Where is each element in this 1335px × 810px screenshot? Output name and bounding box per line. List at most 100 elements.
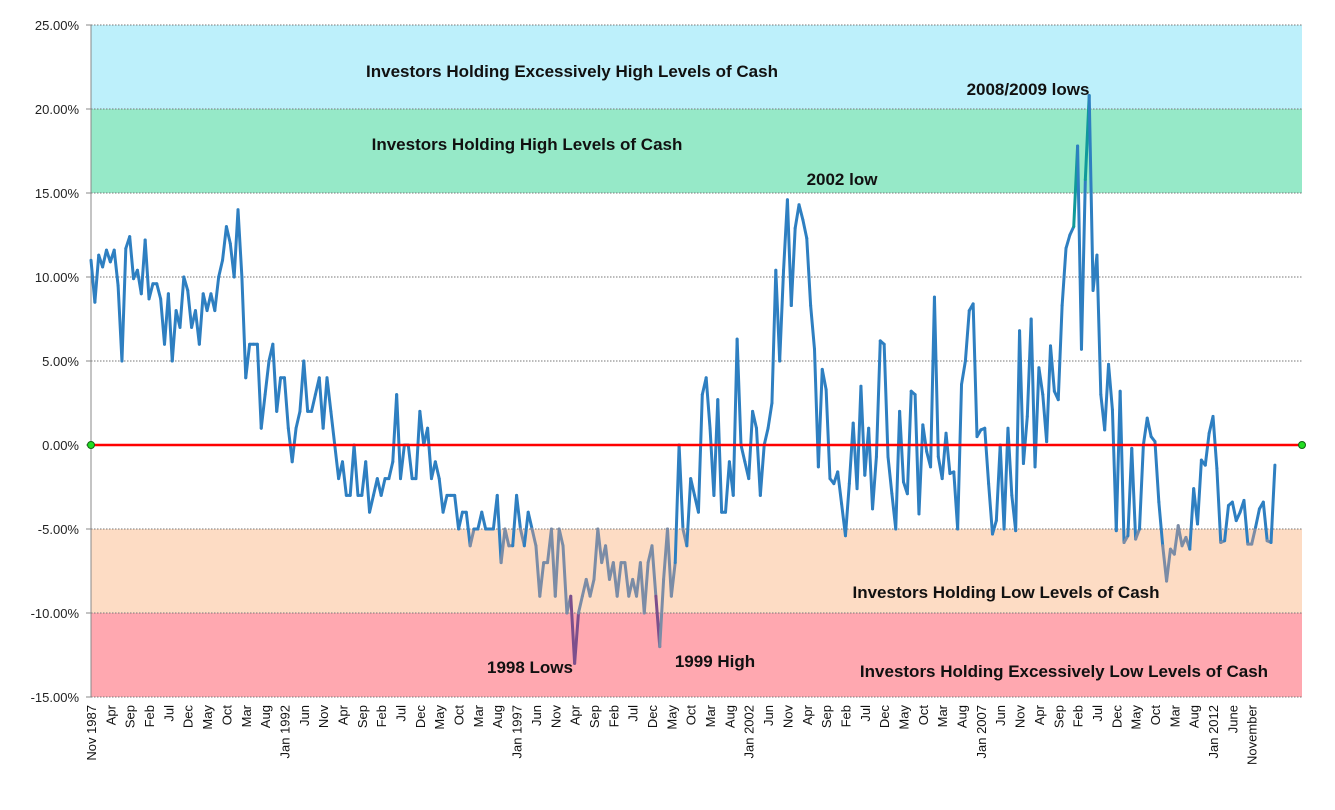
annotation-label: 1998 Lows [487,658,573,677]
x-tick-label: Jun [297,705,312,726]
series-segment [805,236,813,308]
band-3 [91,613,1302,697]
x-tick-label: Feb [606,705,621,727]
x-tick-label: Sep [819,705,834,728]
band-label-1: Investors Holding High Levels of Cash [372,135,683,154]
x-tick-label: Feb [374,705,389,727]
series-segment [1079,178,1087,351]
series-segment [588,577,596,598]
series-segment [894,409,902,531]
series-segment [739,443,747,464]
x-tick-label: Jun [761,705,776,726]
series-segment [623,561,631,598]
series-segment [724,460,731,514]
series-segment [960,359,967,387]
cash-level-bands [91,25,1302,697]
series-segment [859,384,867,477]
band-labels: Investors Holding Excessively High Level… [366,62,1268,681]
series-segment [971,302,979,439]
series-segment [1203,431,1211,467]
x-tick-label: Jan 2012 [1206,705,1221,759]
y-tick-label: -15.00% [31,690,80,705]
series-segment [665,527,673,598]
y-axis: 25.00% 20.00% 15.00% 10.00% 5.00% 0.00% -5.00%… [31,18,92,705]
series-segment [368,493,375,514]
x-tick-label: Sep [123,705,138,728]
series-segment [1145,416,1153,439]
x-tick-label: Aug [955,705,970,728]
x-tick-label: Apr [800,704,815,725]
series-segment [1223,503,1230,543]
series-segment [1250,525,1258,546]
series-segment [178,275,186,329]
series-segment [364,460,372,514]
series-segment [824,388,832,481]
series-segment [569,594,577,665]
series-segment [1060,246,1068,308]
x-tick-label: May [432,705,447,730]
x-tick-label: Jul [394,705,409,722]
x-tick-label: Feb [838,705,853,727]
x-tick-label: Jan 2007 [974,705,989,759]
series-segment [1138,443,1145,531]
series-segment [573,611,580,665]
series-segment [770,268,778,405]
x-tick-label: Nov [316,705,331,729]
series-segment [480,510,488,531]
series-segment [522,510,530,548]
x-tick-label: Nov 1987 [84,705,99,761]
series-segment [754,426,762,497]
x-tick-label: May [896,705,911,730]
series-segment [1215,467,1223,544]
annotation-label: 2002 low [807,170,879,189]
x-tick-label: May [1129,705,1144,730]
series-segment [820,367,828,392]
series-segment [112,248,120,287]
x-tick-label: Feb [142,705,157,727]
series-segment [526,510,534,531]
series-segment [836,470,844,506]
x-tick-label: Jul [1090,705,1105,722]
x-tick-label: Mar [935,704,950,727]
series-segment [874,339,882,459]
y-tick-label: 25.00% [35,18,80,33]
series-segment [1165,547,1172,583]
series-segment [1211,414,1219,471]
zero-line-end-marker [1298,441,1306,449]
series-segment [399,443,406,481]
series-segment [259,393,267,430]
series-segment [143,238,151,301]
series-segment [186,288,194,329]
series-segment [576,594,584,615]
band-label-2: Investors Holding Low Levels of Cash [853,583,1160,602]
series-segment [882,342,890,459]
series-segment [905,389,913,496]
x-tick-label: May [200,705,215,730]
x-tick-label: Aug [258,705,273,728]
x-tick-label: Oct [1148,705,1163,726]
series-segment [735,337,743,447]
series-segment [120,246,128,363]
x-tick-label: Dec [645,705,660,729]
series-segment [128,235,136,281]
series-segment [325,376,333,413]
series-segment [886,455,894,496]
series-segment [1230,500,1238,523]
series-segment [395,393,403,481]
series-segment [650,544,658,598]
x-tick-label: Jul [858,705,873,722]
series-segment [797,203,805,222]
series-segment [379,477,387,497]
x-tick-label: Mar [471,704,486,727]
x-tick-label: Nov [1013,705,1028,729]
series-segment [793,203,801,230]
annotation-label: 2008/2009 lows [967,80,1090,99]
series-segment [1087,94,1095,292]
x-axis: Nov 1987 Apr Sep Feb Jul Dec May Oct Mar Aug Jan 1… [84,704,1260,765]
series-segment [93,253,101,304]
series-segment [843,482,851,538]
series-segment [387,460,395,481]
series-segment [166,292,174,363]
series-segment [464,510,472,548]
